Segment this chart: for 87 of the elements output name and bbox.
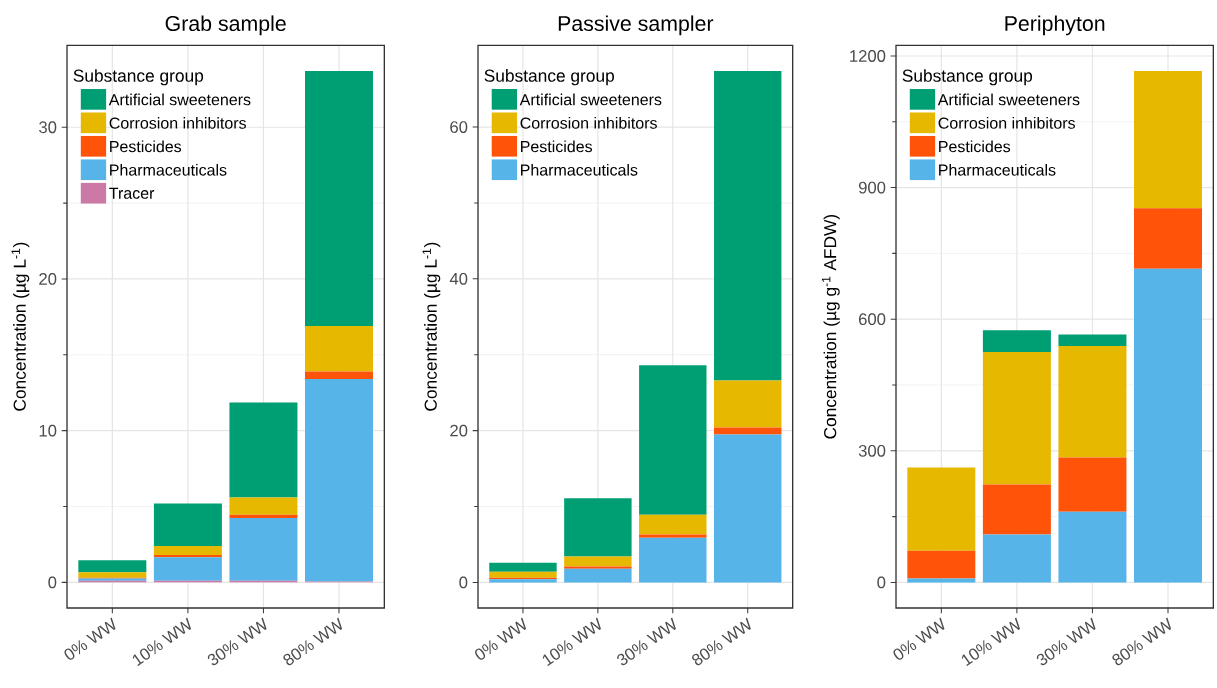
bar	[153, 557, 222, 581]
bar	[1134, 208, 1203, 269]
bar	[982, 484, 1051, 535]
x-tick-label: 30% WW	[617, 617, 676, 666]
y-tick-label: 600	[858, 313, 886, 326]
bar	[564, 556, 632, 567]
y-tick-label: 30	[39, 121, 57, 134]
legend-title: Substance group	[902, 69, 1033, 86]
chart-title: Periphyton	[1005, 15, 1105, 36]
legend-title: Substance group	[484, 69, 615, 86]
x-tick-label: 80% WW	[692, 617, 751, 666]
x-tick-label: 80% WW	[1112, 617, 1172, 666]
legend-label: Corrosion inhibitors	[109, 117, 247, 129]
bar	[153, 503, 222, 546]
legend-label: Artificial sweeteners	[108, 93, 251, 106]
bar	[1134, 268, 1203, 583]
x-tick-label: 30% WW	[207, 617, 267, 666]
x-tick-label: 10% WW	[132, 617, 192, 667]
bar	[1058, 511, 1127, 583]
legend-label: Pesticides	[939, 140, 1011, 153]
y-tick-label: 300	[858, 444, 886, 457]
bar	[305, 71, 374, 326]
y-tick-label: 20	[39, 273, 57, 285]
x-tick-label: 80% WW	[283, 617, 343, 666]
bar	[982, 534, 1051, 583]
y-tick-label: 10	[39, 424, 57, 437]
legend-label: Pharmaceuticals	[521, 163, 638, 176]
bar	[229, 514, 298, 518]
y-tick-label: 0	[459, 576, 468, 589]
x-tick-label: 0% WW	[893, 617, 945, 660]
chart-title: Passive sampler	[558, 15, 714, 36]
legend-label: Pharmaceuticals	[110, 163, 227, 176]
legend-label: Pharmaceuticals	[939, 163, 1056, 176]
x-tick-label: 0% WW	[475, 617, 527, 660]
y-tick-label: 60	[450, 121, 468, 133]
bar	[1058, 457, 1127, 512]
bar	[1058, 334, 1127, 346]
bar	[564, 498, 632, 557]
y-tick-label: 900	[858, 181, 886, 194]
bar	[1058, 345, 1127, 458]
x-tick-label: 0% WW	[64, 617, 116, 660]
bar	[714, 434, 782, 583]
bar	[229, 402, 298, 498]
bar	[305, 379, 374, 582]
y-tick-label: 20	[450, 424, 468, 437]
bar	[907, 578, 976, 583]
bar	[564, 568, 632, 583]
bar	[714, 70, 782, 381]
bar	[153, 545, 222, 556]
bar	[229, 517, 298, 581]
y-tick-label: 1200	[850, 50, 886, 62]
bar	[639, 514, 707, 535]
chart-title: Grab sample	[165, 15, 286, 36]
y-tick-label: 0	[48, 576, 57, 589]
legend-label: Artificial sweeteners	[937, 93, 1080, 106]
bar	[907, 467, 976, 551]
bar	[229, 497, 298, 515]
bar	[639, 537, 707, 583]
bar	[714, 380, 782, 428]
legend-label: Tracer	[109, 187, 155, 199]
bar	[639, 365, 707, 515]
bar	[564, 566, 632, 569]
legend-label: Pesticides	[521, 140, 593, 153]
bar	[78, 560, 147, 573]
y-axis-title: Concentration (µg g$^{-1}$ AFDW)	[821, 214, 840, 439]
bar	[1134, 70, 1203, 209]
y-tick-label: 0	[877, 576, 886, 589]
legend-label: Corrosion inhibitors	[938, 117, 1076, 129]
x-tick-label: 30% WW	[1036, 617, 1096, 666]
bar	[907, 550, 976, 579]
bar	[489, 562, 557, 572]
y-tick-label: 40	[449, 272, 468, 285]
legend-label: Corrosion inhibitors	[520, 117, 657, 129]
bar	[982, 352, 1051, 485]
bar	[78, 572, 147, 578]
bar	[489, 571, 557, 578]
y-axis-title: Concentration (µg L$^{-1}$)	[11, 242, 30, 411]
bar	[305, 371, 374, 380]
legend-label: Artificial sweeteners	[519, 93, 662, 106]
bar	[982, 330, 1051, 353]
bar	[639, 534, 707, 538]
bar	[305, 325, 374, 372]
x-tick-label: 10% WW	[961, 617, 1021, 667]
y-axis-title: Concentration (µg L$^{-1}$)	[422, 242, 441, 411]
x-tick-label: 10% WW	[542, 617, 602, 667]
legend-label: Pesticides	[110, 140, 182, 153]
legend-title: Substance group	[73, 69, 204, 86]
